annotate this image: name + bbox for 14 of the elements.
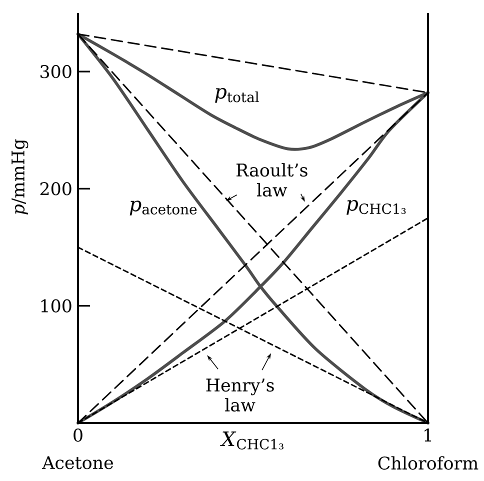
text: Acetone bbox=[42, 456, 113, 470]
x-tick-label: 0 bbox=[74, 428, 82, 442]
y-tick-label: 100 bbox=[41, 299, 72, 312]
series-label: p$_{CHC1₃}$ bbox=[346, 200, 406, 215]
annotation: Henry’s law bbox=[206, 378, 274, 412]
x-tick-label: 1 bbox=[424, 428, 432, 442]
text: Chloroform bbox=[378, 456, 478, 470]
y-tick-label: 200 bbox=[40, 182, 72, 196]
y-axis-title: p/mmHg bbox=[12, 139, 28, 214]
annotation: Raoult’s law bbox=[236, 163, 308, 197]
x-axis-title: X$_{CHC1₃}$ bbox=[220, 432, 284, 450]
y-tick-label: 300 bbox=[40, 64, 72, 78]
series-label: p$_{total}$ bbox=[215, 88, 259, 103]
series-label: p$_{acetone}$ bbox=[130, 200, 197, 216]
